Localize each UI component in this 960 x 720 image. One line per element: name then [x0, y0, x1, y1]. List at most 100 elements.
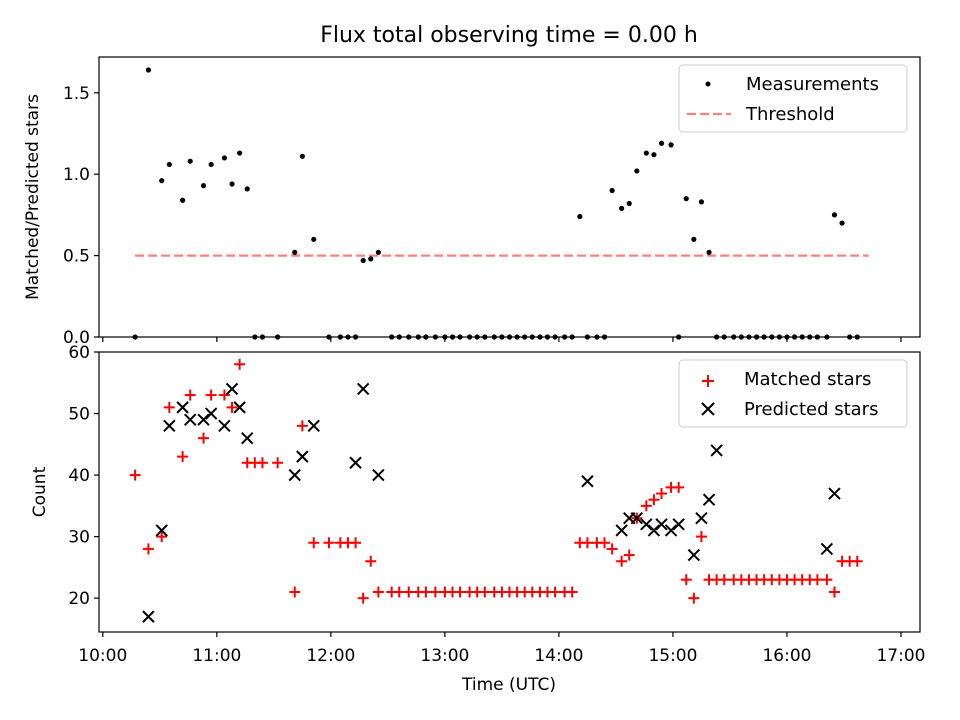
predicted-star-point: [672, 518, 685, 531]
predicted-star-point: [233, 401, 246, 414]
measurement-point: [643, 150, 649, 156]
matched-star-point: [350, 537, 362, 549]
predicted-star-point: [288, 468, 301, 482]
bottom-legend: Matched stars Predicted stars: [678, 359, 908, 428]
measurement-point: [166, 161, 172, 168]
legend-measurements-marker: [705, 81, 711, 87]
matched-star-point: [156, 531, 168, 543]
measurement-point: [609, 187, 615, 194]
measurement-point: [698, 199, 705, 205]
x-axis-label: Time (UTC): [461, 675, 556, 695]
matched-star-point: [623, 549, 635, 561]
matched-star-point: [226, 401, 238, 413]
measurement-point: [221, 155, 228, 161]
matched-star-point: [680, 574, 692, 586]
predicted-star-point: [296, 450, 309, 463]
matched-star-point: [429, 586, 441, 598]
matched-star-point: [599, 537, 611, 549]
predicted-star-point: [581, 475, 594, 488]
measurement-point: [839, 220, 845, 226]
measurement-point: [375, 249, 381, 255]
predicted-star-point: [820, 542, 834, 556]
bottom-plot-marks: [129, 358, 863, 623]
predicted-star-point: [664, 524, 678, 537]
predicted-star-point: [372, 468, 385, 482]
measurement-point: [159, 178, 165, 184]
measurement-point: [299, 153, 305, 159]
top-y-axis: 0.0 0.5 1.0 1.5: [63, 84, 99, 348]
matched-star-point: [205, 389, 217, 401]
bottom-x-tick-label: 16:00: [762, 646, 811, 666]
predicted-star-point: [349, 456, 362, 469]
top-y-axis-label: Matched/Predicted stars: [23, 94, 43, 300]
matched-star-point: [129, 469, 141, 481]
predicted-star-point: [702, 493, 716, 506]
bottom-x-tick-label: 15:00: [648, 646, 697, 666]
predicted-star-point: [204, 407, 218, 420]
matched-star-point: [479, 586, 491, 598]
bottom-y-tick-label: 30: [68, 528, 90, 548]
measurement-point: [244, 186, 250, 192]
predicted-star-point: [640, 518, 653, 531]
matched-star-point: [272, 457, 284, 469]
matched-star-point: [218, 389, 230, 401]
predicted-star-point: [155, 524, 168, 537]
matched-star-point: [851, 555, 863, 567]
predicted-star-point: [695, 511, 708, 525]
predicted-star-point: [197, 413, 210, 426]
legend-predicted-label: Predicted stars: [744, 399, 878, 420]
predicted-star-point: [356, 382, 370, 396]
bottom-axes-frame: [98, 351, 921, 633]
matched-star-point: [566, 586, 578, 598]
top-y-tick-label: 0.0: [63, 328, 90, 348]
bottom-x-tick-label: 13:00: [420, 646, 469, 666]
measurement-point: [683, 196, 689, 202]
matched-star-point: [454, 586, 466, 598]
matched-star-point: [323, 537, 335, 549]
predicted-star-point: [307, 419, 320, 433]
predicted-star-point: [176, 401, 189, 414]
measurement-point: [187, 158, 193, 164]
matched-star-point: [821, 574, 833, 586]
matched-star-point: [828, 586, 840, 598]
matched-star-point: [142, 543, 154, 555]
measurement-point: [229, 181, 235, 187]
bottom-x-tick-label: 17:00: [876, 646, 925, 666]
predicted-star-point: [184, 413, 197, 426]
legend-measurements-label: Measurements: [746, 74, 879, 95]
predicted-star-point: [655, 518, 668, 531]
top-axes-frame: [98, 56, 921, 338]
measurement-point: [577, 213, 583, 220]
matched-star-point: [606, 543, 618, 555]
matched-star-point: [198, 432, 210, 444]
matched-star-point: [581, 537, 593, 549]
measurement-point: [651, 152, 657, 158]
predicted-star-point: [828, 487, 841, 500]
bottom-legend-frame: [678, 359, 908, 428]
bottom-y-axis: 20 30 40 50 60: [68, 343, 99, 609]
measurement-point: [208, 161, 214, 168]
matched-star-point: [357, 592, 369, 604]
matched-star-point: [403, 586, 415, 598]
measurement-point: [831, 212, 838, 218]
matched-star-point: [184, 389, 196, 401]
measurement-point: [311, 236, 317, 242]
matched-star-point: [673, 481, 685, 493]
measurement-point: [706, 249, 712, 255]
matched-star-point: [616, 555, 628, 567]
bottom-panel: 20 30 40 50 60 10:00 11:00 12:00 13:00 14:00 15:0…: [30, 343, 925, 695]
measurement-point: [200, 183, 207, 189]
matched-star-point: [656, 488, 668, 500]
bottom-x-tick-label: 14:00: [534, 646, 583, 666]
legend-matched-label: Matched stars: [744, 369, 871, 390]
legend-predicted-marker: [701, 402, 715, 416]
predicted-star-point: [225, 382, 239, 396]
bottom-y-tick-label: 50: [68, 405, 90, 425]
chart-title: Flux total observing time = 0.00 h: [320, 23, 698, 48]
matched-star-point: [308, 537, 320, 549]
bottom-x-tick-label: 11:00: [192, 646, 241, 666]
top-legend: Measurements Threshold: [678, 64, 908, 133]
matched-star-point: [420, 586, 432, 598]
measurement-point: [626, 200, 632, 207]
measurement-point: [668, 142, 674, 148]
